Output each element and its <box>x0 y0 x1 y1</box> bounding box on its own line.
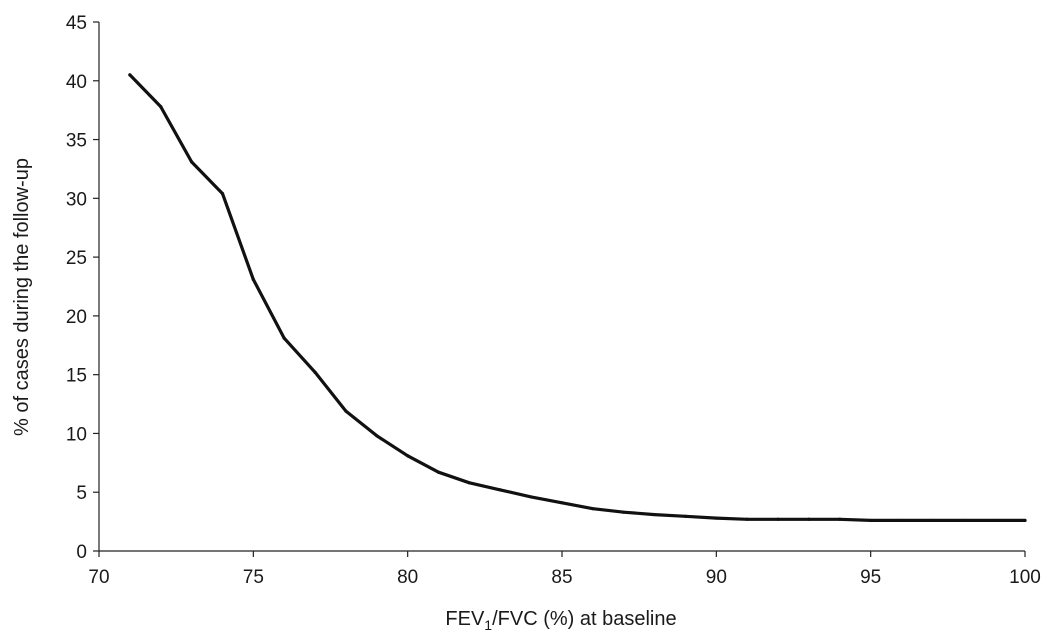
x-tick-label: 70 <box>88 567 109 588</box>
data-point <box>128 73 132 77</box>
data-point <box>683 514 688 518</box>
data-point <box>1023 518 1027 523</box>
data-point <box>899 518 904 523</box>
data-point <box>251 277 255 282</box>
axes <box>98 22 1025 552</box>
data-point <box>869 518 873 523</box>
data-point <box>622 510 626 514</box>
data-point <box>467 481 471 485</box>
data-point <box>498 488 502 492</box>
data-point <box>560 501 564 505</box>
y-tick-label: 45 <box>66 13 87 34</box>
data-point <box>190 160 194 164</box>
x-tick-label: 95 <box>860 567 881 588</box>
data-point <box>375 434 379 438</box>
y-tick-label: 35 <box>66 131 87 152</box>
data-point <box>930 518 935 523</box>
data-point <box>961 518 965 523</box>
data-point <box>838 517 842 521</box>
y-axis-title: % of cases during the follow-up <box>11 158 33 436</box>
data-point <box>992 518 996 523</box>
data-point <box>344 409 348 413</box>
y-tick-label: 20 <box>66 307 87 328</box>
series-line <box>128 73 1027 522</box>
data-points <box>128 73 1027 523</box>
y-ticks: 0 5 10 15 20 25 30 35 40 45 <box>66 13 99 563</box>
y-tick-label: 25 <box>66 248 87 269</box>
y-tick-label: 15 <box>66 366 87 387</box>
x-tick-label: 100 <box>1009 567 1041 588</box>
data-point <box>406 454 410 458</box>
x-axis-title: FEV1/FVC (%) at baseline <box>445 608 676 633</box>
data-point <box>220 192 225 196</box>
y-tick-label: 40 <box>66 72 87 93</box>
x-axis-title-main: FEV <box>445 608 485 630</box>
data-point <box>591 507 595 511</box>
data-point <box>436 470 441 474</box>
data-point <box>653 512 657 517</box>
y-tick-label: 0 <box>76 542 87 563</box>
data-point <box>745 517 749 521</box>
data-point <box>282 336 286 340</box>
data-point <box>159 105 163 109</box>
data-point <box>776 517 780 521</box>
x-tick-label: 80 <box>397 567 418 588</box>
data-point <box>529 495 533 499</box>
y-tick-label: 5 <box>76 483 87 504</box>
x-tick-label: 85 <box>551 567 572 588</box>
x-axis-title-rest: /FVC (%) at baseline <box>492 608 677 630</box>
y-tick-label: 10 <box>66 424 87 445</box>
x-ticks: 70 75 80 85 90 95 100 <box>88 551 1041 588</box>
x-tick-label: 75 <box>243 567 264 588</box>
x-axis-title-subscript: 1 <box>484 617 492 633</box>
data-point <box>807 517 811 521</box>
data-point <box>714 516 718 520</box>
x-tick-label: 90 <box>706 567 727 588</box>
y-tick-label: 30 <box>66 189 87 210</box>
data-point <box>313 370 317 374</box>
